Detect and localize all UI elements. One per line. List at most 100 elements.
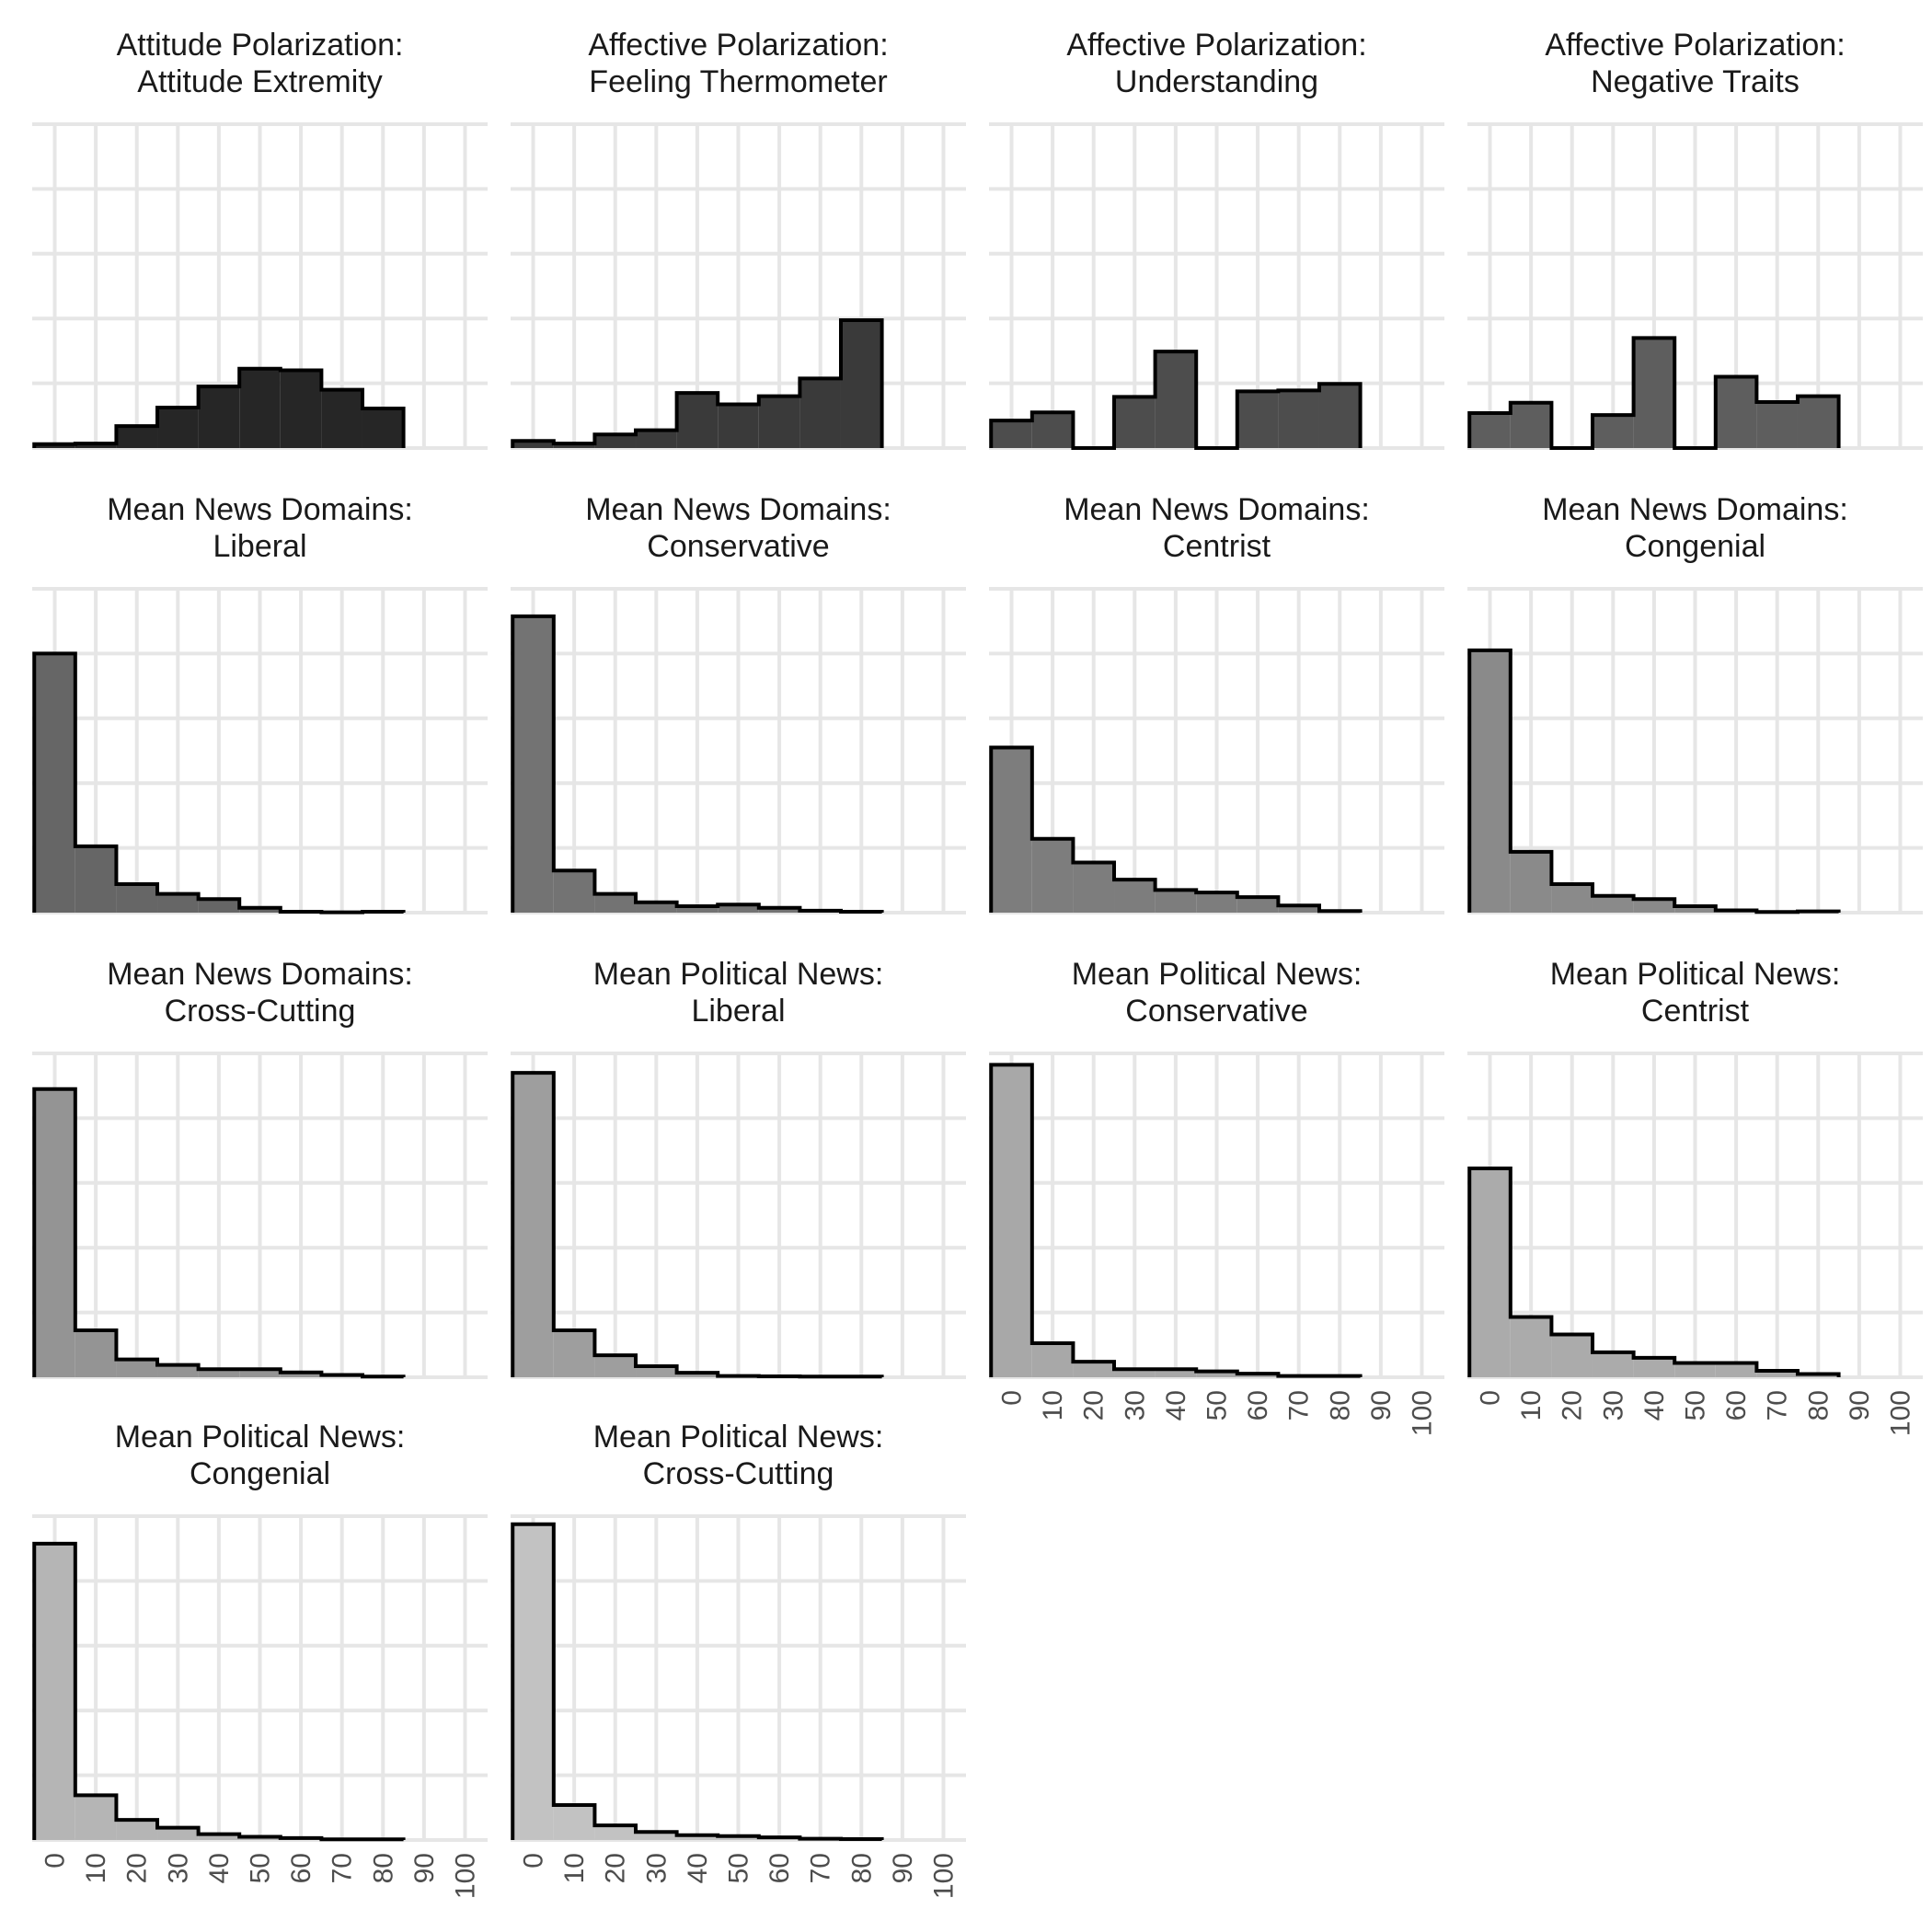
histogram-bar xyxy=(1593,415,1634,448)
histogram-bar xyxy=(1114,880,1156,913)
histogram-bar xyxy=(1593,1351,1634,1377)
histogram-bar xyxy=(594,434,637,448)
x-tick-label: 60 xyxy=(1721,1390,1752,1420)
x-tick-label: 90 xyxy=(1366,1390,1397,1420)
histogram-bar xyxy=(1674,1363,1716,1377)
histogram-bar xyxy=(280,1372,322,1377)
x-tick-label: 0 xyxy=(1476,1390,1506,1406)
histogram-bar xyxy=(553,1804,595,1840)
histogram-bar xyxy=(1073,1362,1115,1377)
panel-title-line1: Mean News Domains: xyxy=(1542,492,1848,527)
histogram-bar xyxy=(1155,1369,1197,1377)
facet-panel: Mean Political News:Liberal xyxy=(511,957,966,1379)
facet-panel: Mean News Domains:Centrist xyxy=(989,492,1444,914)
x-tick-label: 20 xyxy=(122,1853,153,1883)
histogram-bar xyxy=(553,870,595,913)
histogram-bar xyxy=(1756,1370,1798,1377)
panel-title-line2: Cross-Cutting xyxy=(165,994,356,1029)
facet-panel: Attitude Polarization:Attitude Extremity xyxy=(32,28,488,450)
histogram-bar xyxy=(799,378,841,448)
histogram-bar xyxy=(1756,402,1798,448)
histogram-bar xyxy=(636,430,677,448)
histogram-bar xyxy=(157,408,199,448)
histogram-bar xyxy=(1510,851,1552,913)
x-tick-label: 80 xyxy=(368,1853,398,1883)
histogram-bar xyxy=(1469,412,1511,448)
panel-title-line2: Congenial xyxy=(1625,529,1765,564)
x-tick-label: 50 xyxy=(1681,1390,1711,1420)
histogram-bar xyxy=(1073,862,1115,913)
x-tick-label: 0 xyxy=(519,1853,549,1869)
histogram-bar xyxy=(553,443,595,448)
histogram-bar xyxy=(1236,897,1279,913)
facet-panel: Mean News Domains:Congenial xyxy=(1467,492,1923,914)
histogram-bar xyxy=(116,1359,158,1377)
histogram-bar xyxy=(362,408,404,448)
x-tick-label: 10 xyxy=(1516,1390,1547,1420)
histogram-bar xyxy=(636,902,677,913)
histogram-bar xyxy=(718,904,759,913)
x-tick-label: 80 xyxy=(1325,1390,1355,1420)
histogram-bar xyxy=(198,1369,240,1377)
x-tick-label: 30 xyxy=(1598,1390,1628,1420)
x-tick-label: 60 xyxy=(765,1853,795,1883)
histogram-bar xyxy=(75,1329,117,1377)
panel-title-line2: Feeling Thermometer xyxy=(589,64,887,99)
histogram-outline xyxy=(32,1087,406,1379)
histogram-bar xyxy=(1114,397,1156,448)
x-tick-label: 10 xyxy=(81,1853,111,1883)
histogram-outline xyxy=(989,350,1363,450)
histogram-bar xyxy=(991,420,1032,448)
facet-panel: Mean News Domains:Conservative xyxy=(511,492,966,914)
x-tick-label: 20 xyxy=(1558,1390,1588,1420)
panel-title-line2: Liberal xyxy=(213,529,306,564)
histogram-bar xyxy=(1469,650,1511,913)
histogram-bar xyxy=(280,370,322,448)
histogram-bar xyxy=(512,441,554,448)
histogram-bar xyxy=(676,393,719,448)
facet-panel: Mean Political News:Conservative 0 10 20 30 4… xyxy=(989,957,1444,1436)
histogram-bar xyxy=(758,907,800,913)
histogram-outline xyxy=(32,651,406,914)
histogram-bar xyxy=(718,1835,759,1840)
x-tick-label: 80 xyxy=(1803,1390,1834,1420)
histogram-bar xyxy=(116,1820,158,1840)
histogram-outline xyxy=(1467,336,1841,450)
histogram-bar xyxy=(321,389,362,448)
histogram-bar xyxy=(239,907,281,913)
panel-title-line2: Understanding xyxy=(1115,64,1318,99)
facet-panel: Mean Political News:Centrist 0 10 20 30 40 50 6… xyxy=(1467,957,1923,1436)
panel-title-line1: Affective Polarization: xyxy=(1066,28,1366,63)
histogram-bar xyxy=(1551,884,1593,913)
histogram-bar xyxy=(157,1364,199,1377)
histogram-bar xyxy=(594,893,637,913)
panel-title-line2: Cross-Cutting xyxy=(643,1456,834,1491)
panel-title-line2: Conservative xyxy=(647,529,829,564)
histogram-outline xyxy=(1467,1166,1841,1377)
panel-title-line2: Negative Traits xyxy=(1591,64,1800,99)
histogram-bar xyxy=(1114,1369,1156,1377)
x-tick-label: 10 xyxy=(559,1853,590,1883)
histogram-bar xyxy=(1797,396,1839,448)
histogram-outline xyxy=(511,317,884,448)
histogram-bar xyxy=(1633,338,1675,448)
histogram-outline xyxy=(32,366,406,448)
histogram-bar xyxy=(198,899,240,913)
panel-title-line1: Mean News Domains: xyxy=(107,957,413,992)
facet-panel: Affective Polarization:Feeling Thermomet… xyxy=(511,28,966,450)
x-tick-label: 40 xyxy=(683,1853,713,1883)
histogram-bar xyxy=(34,443,75,448)
histogram-bar xyxy=(1196,1371,1237,1377)
panel-title-line1: Mean News Domains: xyxy=(1064,492,1370,527)
histogram-bar xyxy=(594,1825,637,1840)
x-tick-label: 50 xyxy=(724,1853,754,1883)
facet-panel: Mean Political News:Congenial 0 10 20 30 40 50… xyxy=(32,1420,488,1899)
histogram-bar xyxy=(676,1373,719,1377)
panel-title-line1: Mean Political News: xyxy=(593,957,884,992)
histogram-bar xyxy=(991,1064,1032,1377)
facet-panel: Mean News Domains:Liberal xyxy=(32,492,488,914)
facet-panel: Mean News Domains:Cross-Cutting xyxy=(32,957,488,1379)
histogram-bar xyxy=(1715,376,1757,448)
histogram-outline xyxy=(1467,648,1841,914)
x-tick-label: 60 xyxy=(1243,1390,1273,1420)
